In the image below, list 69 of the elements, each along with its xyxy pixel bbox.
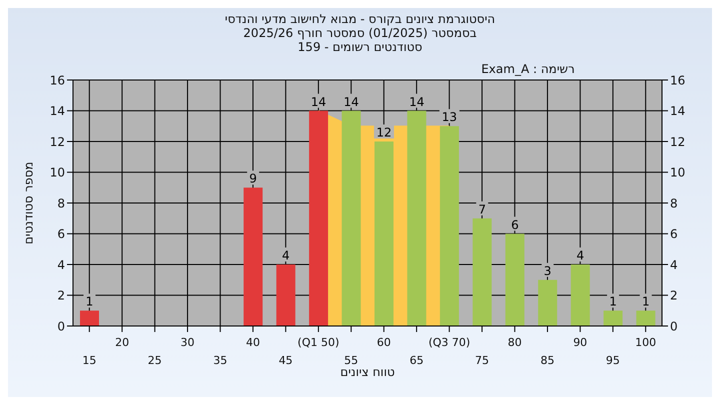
bar [276,264,296,326]
data-label: 14 [409,94,424,109]
y2-tick-label: 10 [670,166,686,180]
x-tick-label: 75 [475,354,490,367]
x-tick-label: (Q1 50) [298,336,340,349]
y-tick-label: 8 [57,196,65,210]
y2-tick-label: 16 [670,73,686,88]
x-tick-label: 100 [635,336,656,349]
y-axis-title: מספר סטודנטים [21,162,36,244]
x-tick-label: 20 [115,336,130,349]
y2-tick-label: 2 [670,288,678,303]
y2-tick-label: 14 [670,104,686,118]
x-tick-label: 30 [180,336,195,349]
y2-tick-label: 12 [670,134,686,149]
data-label: 1 [86,294,94,309]
data-label: 1 [642,294,650,309]
bar [505,234,524,326]
bar [342,110,361,326]
x-tick-label: 65 [410,354,424,367]
bar [636,310,656,326]
text: רשימה : Exam_A [480,62,576,76]
bar [604,310,623,326]
bar [244,188,263,326]
data-label: 9 [249,172,257,186]
x-tick-label: 60 [376,336,391,349]
y2-tick-label: 4 [670,258,678,272]
x-tick-label: 45 [278,354,293,367]
y-tick-label: 16 [50,73,65,88]
y-tick-label: 12 [50,134,65,149]
y-tick-label: 0 [57,319,65,334]
chart-subtitle: בסמסטר (01/2025) סמסטר חורף 2025/26 סטודנטים רשומים - 159 [242,26,478,54]
y-tick-label: 6 [57,227,65,242]
data-label: 14 [344,94,359,109]
data-label: 1 [609,294,617,309]
y2-tick-label: 6 [670,227,678,242]
data-label: 14 [310,94,326,109]
x-tick-label: 40 [246,336,260,349]
data-label: 6 [511,218,519,232]
bar [570,264,590,326]
bar [472,218,492,326]
bar [80,310,99,326]
x-tick-label: 25 [148,354,162,367]
y-tick-label: 4 [57,258,65,272]
bar [440,126,459,326]
data-label: 4 [282,248,290,262]
bar [374,142,394,326]
data-label: 4 [576,248,584,262]
bar [407,110,426,326]
y-tick-label: 2 [57,288,65,303]
x-tick-label: 15 [82,354,96,367]
y2-tick-label: 8 [670,196,678,210]
x-tick-label: 90 [573,336,588,349]
x-tick-label: 35 [213,354,228,367]
y-tick-label: 14 [50,104,65,118]
y2-tick-label: 0 [670,319,678,334]
bar [309,110,328,326]
x-axis-title: טווח ציונים [340,365,395,379]
x-tick-label: 55 [344,354,358,367]
bar [538,280,558,326]
x-tick-label: (Q3 70) [428,336,470,349]
x-tick-label: 85 [540,354,554,367]
chart-title: היסטוגרמת ציונים בקורס - מבוא לחישוב מדעי והנדסי [224,12,496,26]
x-tick-label: 95 [606,354,620,367]
data-label: 7 [478,202,486,216]
x-tick-label: 80 [508,336,522,349]
data-label: 13 [442,110,458,124]
data-label: 12 [376,126,392,140]
data-label: 3 [544,264,552,278]
y-tick-label: 10 [50,166,65,180]
